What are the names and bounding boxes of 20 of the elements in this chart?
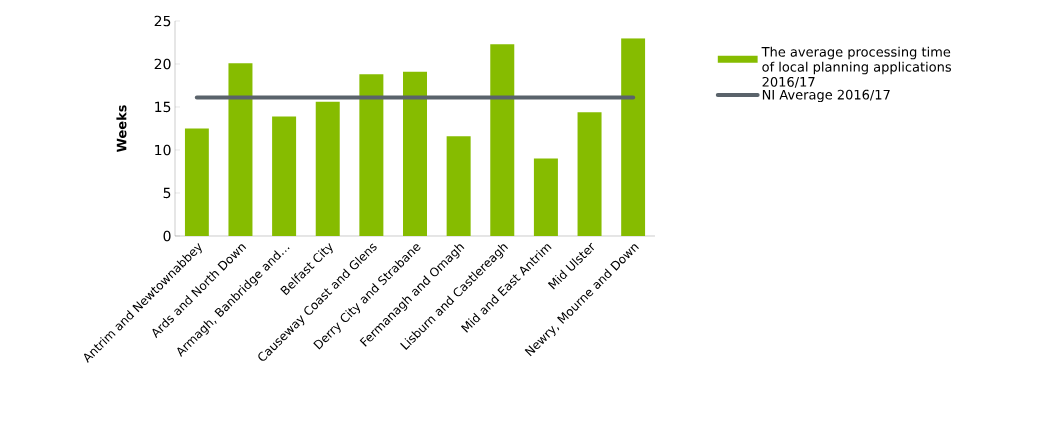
y-tick-label: 0: [163, 230, 171, 242]
bar: [577, 112, 602, 236]
bar: [403, 71, 428, 236]
y-axis-title: Weeks: [116, 105, 127, 153]
bar: [359, 74, 384, 236]
bar: [272, 116, 297, 236]
y-tick-label: 10: [155, 144, 171, 156]
legend-label: NI Average 2016/17: [762, 89, 890, 103]
y-tick-label: 25: [154, 15, 171, 27]
bar: [446, 136, 471, 236]
bar: [315, 101, 340, 236]
y-tick-label: 5: [163, 187, 171, 199]
bar: [228, 63, 253, 236]
y-tick-label: 20: [154, 58, 171, 70]
y-tick-label: 15: [155, 101, 171, 113]
bar: [184, 128, 209, 236]
legend-label: The average processing time of local planning applications 2016/17: [761, 46, 952, 88]
bar: [621, 38, 646, 236]
bar: [533, 158, 558, 236]
bar: [490, 44, 515, 236]
